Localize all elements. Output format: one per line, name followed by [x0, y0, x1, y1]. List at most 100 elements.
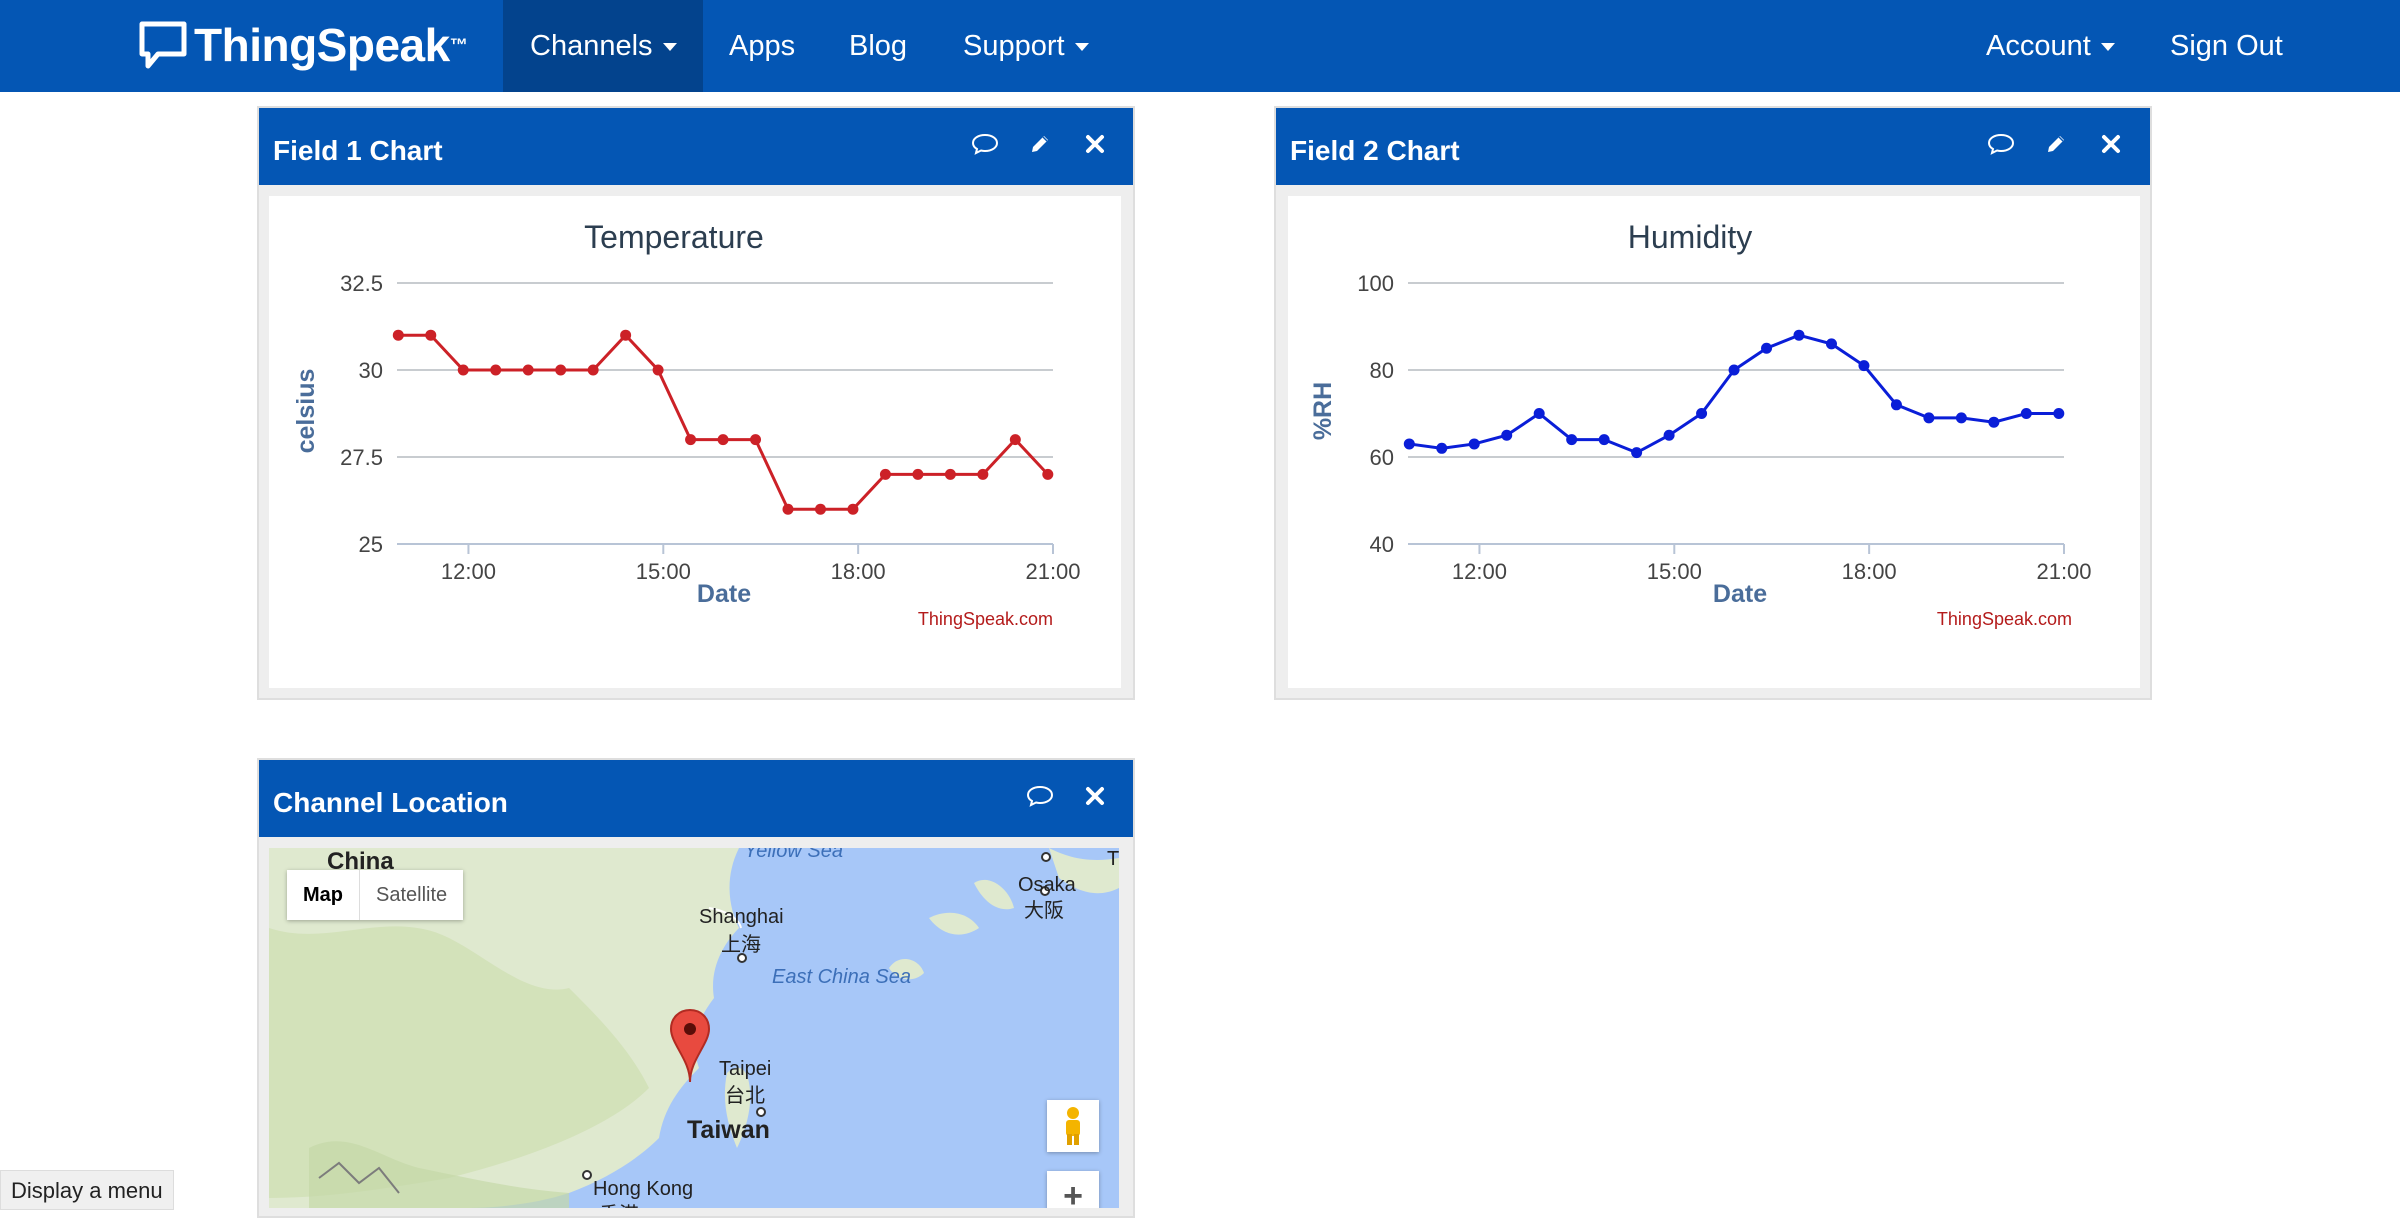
data-point[interactable]	[1042, 468, 1054, 480]
data-point[interactable]	[879, 468, 891, 480]
map-label-osaka-jp: 大阪	[1024, 900, 1064, 922]
y-tick-label: 100	[1357, 271, 1394, 296]
close-icon[interactable]	[1075, 124, 1115, 164]
data-point[interactable]	[1566, 434, 1578, 446]
data-point[interactable]	[652, 364, 664, 376]
data-point[interactable]	[1825, 338, 1837, 350]
data-point[interactable]	[1793, 329, 1805, 341]
y-tick-label: 40	[1370, 532, 1394, 557]
map-label-yellow-sea: Yellow Sea	[744, 848, 843, 862]
thingspeak-logo[interactable]: ThingSpeak ™	[138, 14, 468, 76]
comment-icon[interactable]	[1020, 776, 1060, 816]
map-marker-icon[interactable]	[669, 1008, 711, 1084]
close-icon[interactable]	[2091, 124, 2131, 164]
data-point[interactable]	[1663, 429, 1675, 441]
data-point[interactable]	[1890, 399, 1902, 411]
chevron-down-icon	[1074, 43, 1089, 51]
chart-body: Temperature 25 27.5 30 32.5 12:00 15:00 18:00…	[269, 196, 1121, 688]
data-point[interactable]	[717, 434, 729, 446]
data-point[interactable]	[392, 329, 404, 341]
data-point[interactable]	[522, 364, 534, 376]
map-type-toggle: Map Satellite	[287, 870, 464, 920]
data-point[interactable]	[1501, 429, 1513, 441]
map-button[interactable]: Map	[287, 870, 360, 920]
chevron-down-icon	[662, 43, 677, 51]
logo-trademark: ™	[449, 34, 468, 55]
data-point[interactable]	[457, 364, 469, 376]
y-tick-label: 60	[1370, 445, 1394, 470]
series-line	[398, 333, 1049, 511]
data-point[interactable]	[1858, 360, 1870, 372]
data-point[interactable]	[944, 468, 956, 480]
temperature-chart: Temperature 25 27.5 30 32.5 12:00 15:00 18:00…	[292, 219, 1081, 629]
data-point[interactable]	[1598, 434, 1610, 446]
data-point[interactable]	[1631, 447, 1643, 459]
data-point[interactable]	[977, 468, 989, 480]
zoom-in-button[interactable]: +	[1047, 1171, 1099, 1208]
data-point[interactable]	[1728, 364, 1740, 376]
y-axis-label: celsius	[292, 369, 320, 454]
pencil-icon[interactable]	[2036, 124, 2076, 164]
data-point[interactable]	[750, 434, 762, 446]
nav-blog[interactable]: Blog	[849, 0, 907, 92]
data-point[interactable]	[814, 503, 826, 515]
data-point[interactable]	[2020, 408, 2032, 419]
panel-header: Field 1 Chart	[259, 108, 1133, 185]
map-label-hong-kong-cn: 香港	[599, 1198, 639, 1208]
x-tick-label: 18:00	[831, 559, 886, 584]
nav-account[interactable]: Account	[1986, 0, 2115, 92]
panel-title: Channel Location	[273, 787, 508, 818]
panel-title: Field 1 Chart	[273, 135, 443, 166]
channel-location-panel: Channel Location China Yellow Sea	[257, 758, 1135, 1218]
data-point[interactable]	[1923, 412, 1935, 424]
data-point[interactable]	[1955, 412, 1967, 424]
data-point[interactable]	[620, 329, 632, 341]
data-point[interactable]	[1761, 342, 1773, 354]
data-point[interactable]	[2053, 408, 2065, 419]
nav-support[interactable]: Support	[963, 0, 1089, 92]
data-point[interactable]	[555, 364, 567, 376]
data-point[interactable]	[1468, 438, 1480, 450]
data-point[interactable]	[782, 503, 794, 515]
data-point[interactable]	[490, 364, 502, 376]
comment-icon[interactable]	[965, 124, 1005, 164]
data-point[interactable]	[912, 468, 924, 480]
nav-sign-out[interactable]: Sign Out	[2170, 0, 2283, 92]
speech-bubble-icon	[139, 21, 187, 69]
logo-text: ThingSpeak	[194, 19, 450, 71]
chart-title: Humidity	[1628, 219, 1752, 255]
data-point[interactable]	[1696, 408, 1708, 419]
pegman-icon[interactable]	[1047, 1100, 1099, 1152]
data-point[interactable]	[1403, 438, 1415, 450]
location-map[interactable]: China Yellow Sea Shanghai 上海 East China …	[269, 848, 1119, 1208]
data-point[interactable]	[1436, 442, 1448, 454]
data-point[interactable]	[685, 434, 697, 446]
pencil-icon[interactable]	[1020, 124, 1060, 164]
chart-credit[interactable]: ThingSpeak.com	[918, 609, 1053, 629]
y-tick-label: 25	[359, 532, 383, 557]
nav-channels[interactable]: Channels	[503, 0, 703, 92]
data-point[interactable]	[847, 503, 859, 515]
data-point[interactable]	[425, 329, 437, 341]
satellite-button[interactable]: Satellite	[376, 884, 448, 906]
chart-title: Temperature	[584, 219, 764, 255]
map-label-east-china-sea: East China Sea	[772, 966, 911, 988]
nav-apps[interactable]: Apps	[729, 0, 795, 92]
panel-header: Channel Location	[259, 760, 1133, 837]
x-tick-label: 15:00	[1647, 559, 1702, 584]
close-icon[interactable]	[1075, 776, 1115, 816]
map-label-taipei-cn: 台北	[725, 1085, 765, 1107]
data-point[interactable]	[1533, 408, 1545, 419]
panel-header: Field 2 Chart	[1276, 108, 2150, 185]
nav-sign-out-label: Sign Out	[2170, 29, 2283, 62]
comment-icon[interactable]	[1981, 124, 2021, 164]
nav-apps-label: Apps	[729, 29, 796, 62]
data-point[interactable]	[1009, 434, 1021, 446]
data-point[interactable]	[587, 364, 599, 376]
top-navbar: ThingSpeak ™ Channels Apps Blog Support …	[0, 0, 2400, 92]
chart-credit[interactable]: ThingSpeak.com	[1937, 609, 2072, 629]
data-point[interactable]	[1988, 416, 2000, 428]
nav-channels-label: Channels	[530, 29, 653, 62]
nav-blog-label: Blog	[849, 29, 908, 62]
